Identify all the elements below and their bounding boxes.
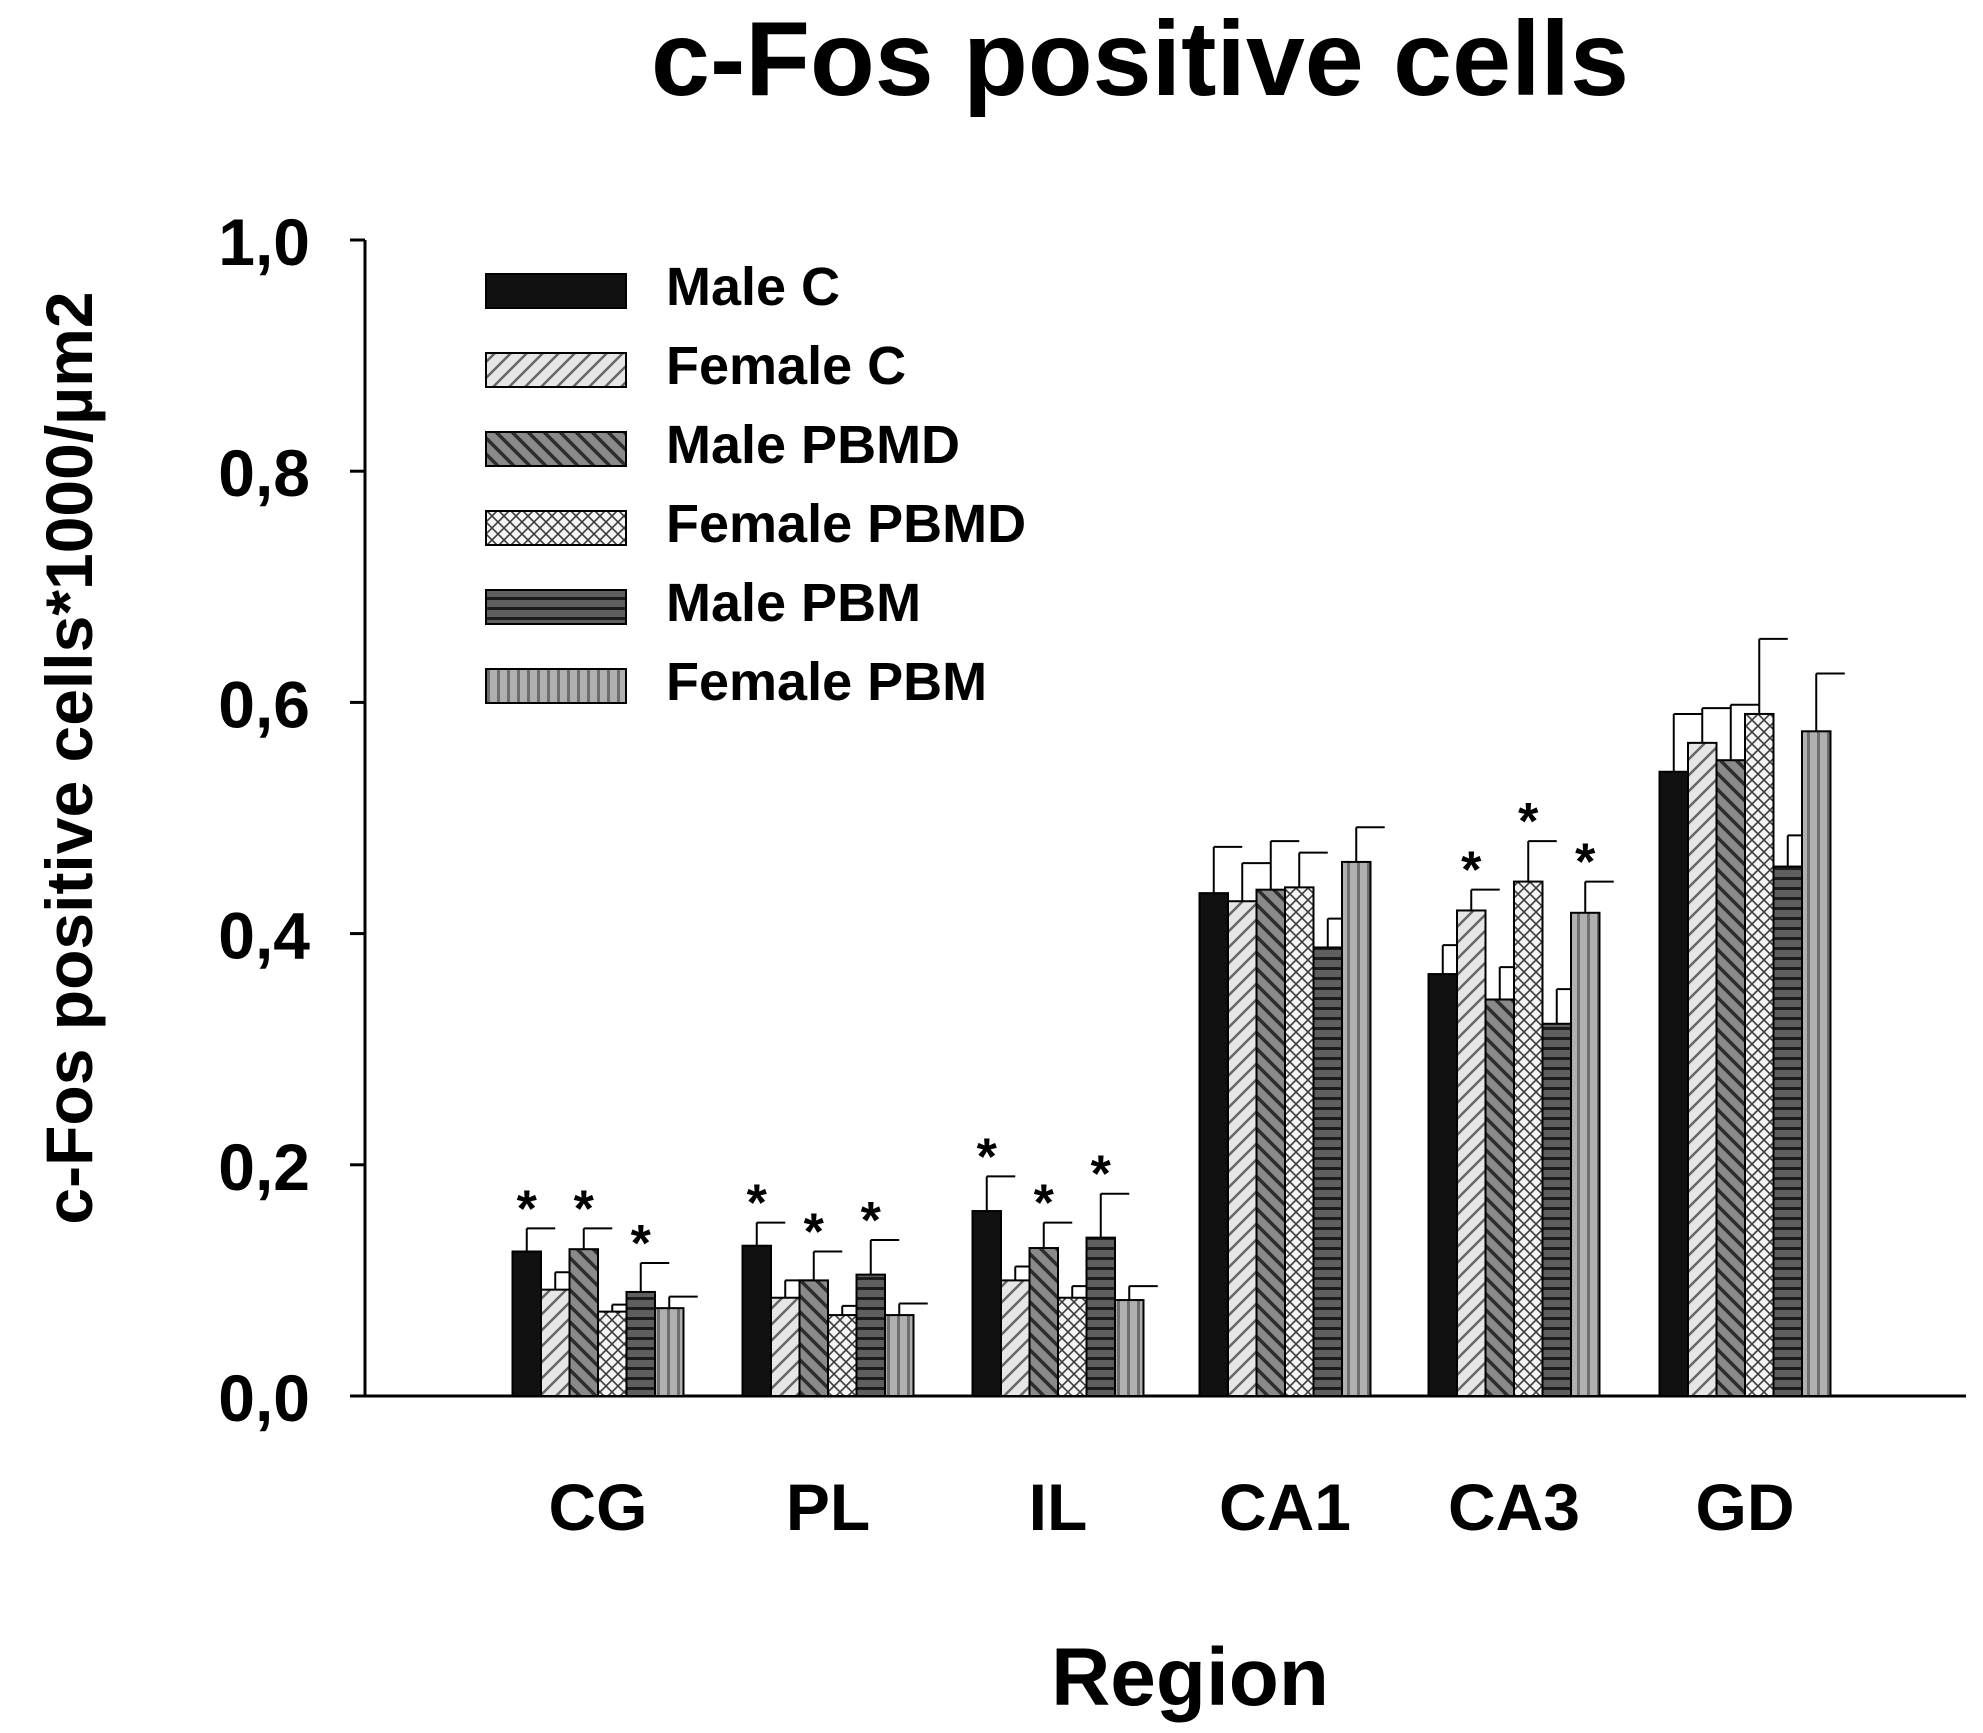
legend-swatch [485,352,627,388]
legend-swatch [485,589,627,625]
x-tick-label: GD [1696,1470,1795,1544]
bar [1028,1247,1059,1397]
bar-group-pl: * * * [741,1175,928,1398]
legend-item: Male PBMD [485,415,960,475]
bar [1456,909,1487,1397]
significance-star: * [804,1204,825,1262]
y-tick-label: 0,2 [218,1130,310,1204]
bar [511,1250,542,1397]
bar [1284,886,1315,1397]
significance-star: * [861,1192,882,1250]
y-tick-label: 0,4 [218,899,310,973]
bar [654,1307,685,1398]
y-tick-label: 0,0 [218,1361,310,1435]
legend-swatch [485,668,627,704]
y-tick-label: 1,0 [218,205,310,279]
bar [597,1310,628,1398]
bar-group-cg: * * * [511,1180,698,1398]
x-tick-label: CA3 [1448,1470,1580,1544]
bar [1312,946,1343,1397]
y-ticks: 0,0 0,2 0,4 0,6 0,8 1,0 [218,205,365,1435]
significance-star: * [631,1215,652,1273]
legend-label: Female PBM [666,652,987,712]
bar [1057,1296,1088,1397]
y-tick-label: 0,8 [218,436,310,510]
legend-item: Female PBMD [485,494,1026,554]
bar [1114,1299,1145,1397]
bar [1801,730,1832,1397]
bar [625,1290,656,1397]
legend-swatch [485,510,627,546]
legend-label: Male C [666,257,840,317]
x-axis-label: Region [1051,1632,1329,1723]
bar-group-ca1 [1198,826,1385,1397]
bar [1570,911,1601,1397]
bar [1658,770,1689,1397]
legend: Male C Female C Male PBMD Female PBMD Male P… [485,257,1026,712]
chart-title: c-Fos positive cells [651,0,1629,118]
x-tick-labels: CG PL IL CA1 CA3 GD [549,1470,1795,1544]
legend-swatch [485,273,627,309]
bar [1744,712,1775,1397]
legend-label: Female C [666,336,906,396]
bar [1085,1236,1116,1398]
bar [1198,892,1229,1397]
bar-group-gd [1658,637,1845,1397]
x-tick-label: IL [1029,1470,1088,1544]
bar [1227,900,1258,1397]
bar [827,1314,858,1397]
bar [1427,973,1458,1397]
legend-item: Male PBM [485,573,921,633]
significance-star: * [1034,1175,1055,1233]
bar [1772,865,1803,1397]
bar [1484,998,1515,1397]
bar [1341,860,1372,1397]
bar-group-il: * * * [971,1128,1158,1398]
bar [1541,1022,1572,1397]
legend-swatch [485,431,627,467]
bar [741,1244,772,1397]
significance-star: * [1461,842,1482,900]
bar [540,1288,571,1397]
legend-item: Male C [485,257,840,317]
bar [1715,759,1746,1397]
legend-item: Female C [485,336,906,396]
legend-label: Male PBMD [666,415,960,475]
significance-star: * [517,1180,538,1238]
bar [1000,1279,1031,1398]
significance-star: * [977,1128,998,1186]
y-axis-label: c-Fos positive cells*1000/µm2 [32,291,106,1224]
legend-item: Female PBM [485,652,987,712]
bar [1687,741,1718,1397]
bar [971,1210,1002,1398]
bar-group-ca3: * * * [1427,793,1614,1397]
bar [855,1273,886,1397]
bar [1513,880,1544,1397]
x-tick-label: CG [549,1470,648,1544]
x-tick-label: PL [786,1470,870,1544]
significance-star: * [574,1180,595,1238]
y-tick-label: 0,6 [218,667,310,741]
bar [884,1314,915,1397]
bar [1255,888,1286,1397]
significance-star: * [1575,834,1596,892]
bar [568,1248,599,1397]
significance-star: * [1518,793,1539,851]
significance-star: * [747,1175,768,1233]
legend-label: Female PBMD [666,494,1026,554]
x-tick-label: CA1 [1219,1470,1351,1544]
bar [770,1296,801,1397]
legend-label: Male PBM [666,573,921,633]
bar-groups: * * * * * * * * * * * * [511,637,1845,1398]
bar [798,1279,829,1398]
significance-star: * [1091,1146,1112,1204]
